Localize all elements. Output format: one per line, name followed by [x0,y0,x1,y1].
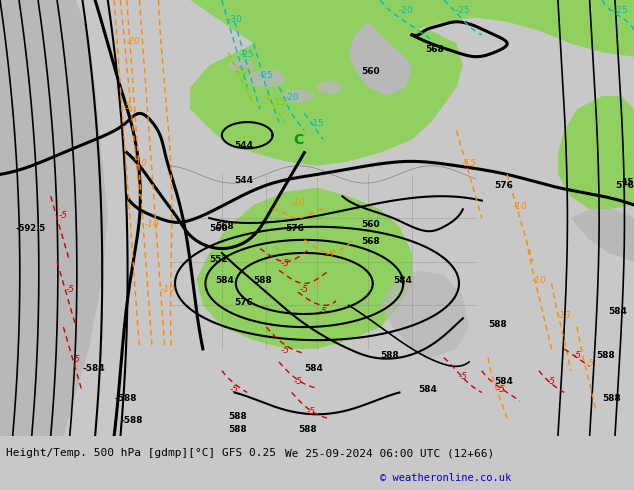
Text: 576: 576 [235,298,254,307]
Text: -5: -5 [325,250,334,259]
Text: -10: -10 [512,202,527,211]
Text: 560: 560 [209,224,228,233]
Text: -5: -5 [72,355,81,364]
Text: -5: -5 [281,346,290,355]
Text: 588: 588 [596,351,615,360]
Text: -5: -5 [496,386,505,394]
Text: 588: 588 [228,412,247,420]
Text: 588: 588 [602,394,621,403]
Polygon shape [349,22,412,96]
Text: 584: 584 [216,276,235,286]
Text: 576: 576 [285,224,304,233]
Text: -5: -5 [59,211,68,220]
Text: -584: -584 [82,364,105,373]
Text: -5: -5 [294,377,302,386]
Text: -25: -25 [455,6,470,15]
Text: 544: 544 [235,176,254,185]
Text: -588: -588 [114,394,136,403]
Text: 576: 576 [615,180,634,190]
Text: -5: -5 [496,386,505,394]
Text: 568: 568 [361,237,380,246]
Text: -10: -10 [290,198,306,207]
Text: 568: 568 [425,46,444,54]
Text: 588: 588 [298,425,317,434]
Text: 552: 552 [209,255,228,264]
Text: We 25-09-2024 06:00 UTC (12+66): We 25-09-2024 06:00 UTC (12+66) [285,448,495,458]
Text: -30: -30 [227,15,242,24]
Text: -20: -20 [284,93,299,102]
Polygon shape [0,0,63,57]
Text: -25: -25 [240,49,255,59]
Text: -5: -5 [230,386,239,394]
Text: -13: -13 [557,311,572,320]
Polygon shape [197,188,412,349]
Text: -20: -20 [233,67,249,76]
Text: 584: 584 [418,386,437,394]
Text: -10: -10 [160,285,176,294]
Text: 544: 544 [235,141,254,150]
Polygon shape [190,0,634,57]
Text: -5: -5 [65,285,74,294]
Text: 584: 584 [304,364,323,373]
Text: C: C [293,133,303,147]
Text: -25: -25 [614,6,629,15]
Text: -15: -15 [462,159,477,168]
Text: -592.5: -592.5 [16,224,46,233]
Text: -10: -10 [531,276,547,286]
Text: -5: -5 [585,359,594,368]
Text: -5: -5 [547,377,556,386]
Text: 588: 588 [228,425,247,434]
Ellipse shape [282,89,314,102]
Text: © weatheronline.co.uk: © weatheronline.co.uk [380,473,512,483]
Text: Height/Temp. 500 hPa [gdmp][°C] GFS 0.25: Height/Temp. 500 hPa [gdmp][°C] GFS 0.25 [6,448,276,458]
Text: 560: 560 [361,67,380,76]
Ellipse shape [228,59,254,72]
Text: -5: -5 [300,285,309,294]
Polygon shape [558,96,634,209]
Text: 576: 576 [495,180,514,190]
Text: -25: -25 [259,72,274,80]
Text: 584: 584 [609,307,628,316]
Text: 568: 568 [216,222,235,231]
Text: -20: -20 [126,37,141,46]
Text: -15: -15 [271,98,287,107]
Text: 1576: 1576 [621,178,634,187]
Polygon shape [0,0,108,436]
Text: 584: 584 [393,276,412,286]
Text: -5: -5 [281,259,290,268]
Text: -15: -15 [309,120,325,128]
Text: -5: -5 [573,351,581,360]
Text: -5: -5 [122,102,131,111]
Text: -5: -5 [458,372,467,381]
Text: 588: 588 [488,320,507,329]
Text: 588: 588 [380,351,399,360]
Ellipse shape [317,81,342,94]
Text: -10: -10 [132,159,147,168]
Text: 584: 584 [495,377,514,386]
Polygon shape [380,270,469,358]
Text: -20: -20 [398,6,413,15]
Ellipse shape [247,70,285,87]
Text: 560: 560 [361,220,380,229]
Polygon shape [190,26,463,166]
Text: -5: -5 [306,407,315,416]
Text: -588: -588 [120,416,143,425]
Polygon shape [571,209,634,262]
Text: 588: 588 [254,276,273,286]
Text: -5: -5 [319,307,328,316]
Text: -10: -10 [145,220,160,229]
